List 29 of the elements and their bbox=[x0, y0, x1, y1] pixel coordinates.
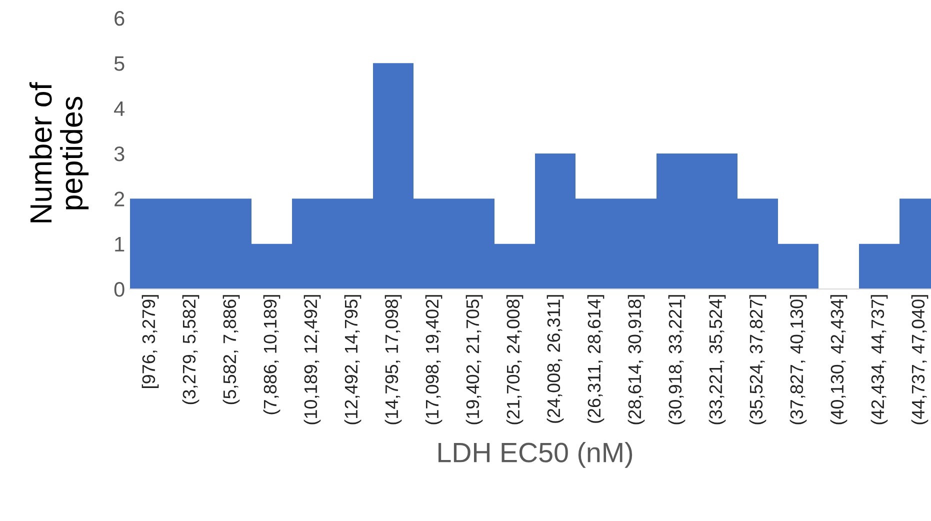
y-axis-title: Number of peptides bbox=[29, 82, 89, 222]
x-tick-label: (24,008, 26,311] bbox=[546, 295, 564, 423]
x-tick-label: (26,311, 28,614] bbox=[587, 295, 604, 423]
y-tick-label: 1 bbox=[115, 237, 124, 252]
x-tick-label: (5,582, 7,886] bbox=[222, 295, 240, 404]
y-tick-label: 4 bbox=[114, 102, 125, 116]
y-tick-label: 5 bbox=[114, 56, 124, 71]
x-tick-label: (42,434, 44,737] bbox=[870, 295, 888, 424]
x-tick-label: (40,130, 42,434] bbox=[830, 295, 848, 424]
x-tick-label: (7,886, 10,189] bbox=[263, 295, 280, 414]
x-tick-label: (33,221, 35,524] bbox=[708, 295, 726, 424]
x-tick-label: (10,189, 12,492] bbox=[304, 295, 321, 424]
x-tick-label: [976, 3,279] bbox=[142, 295, 159, 388]
y-tick-label: 3 bbox=[114, 146, 124, 162]
x-tick-label: (21,705, 24,008] bbox=[506, 295, 524, 424]
x-tick-label: (19,402, 21,705] bbox=[466, 295, 483, 424]
y-tick-label: 2 bbox=[114, 192, 124, 206]
x-tick-label: (14,795, 17,098] bbox=[384, 295, 402, 424]
y-tick-label: 6 bbox=[114, 11, 124, 26]
x-tick-label: (12,492, 14,795] bbox=[344, 295, 362, 424]
y-tick-label: 0 bbox=[114, 282, 124, 297]
x-tick-label: (17,098, 19,402] bbox=[425, 295, 442, 424]
x-axis-title: LDH EC50 (nM) bbox=[438, 442, 632, 468]
x-tick-label: (3,279, 5,582] bbox=[182, 295, 200, 404]
x-tick-label: (30,918, 33,221] bbox=[668, 295, 686, 424]
x-tick-label: (37,827, 40,130] bbox=[790, 295, 807, 424]
x-tick-label: (35,524, 37,827] bbox=[749, 295, 766, 424]
x-tick-label: (28,614, 30,918] bbox=[628, 295, 645, 424]
x-tick-label: (44,737, 47,040] bbox=[911, 295, 928, 424]
